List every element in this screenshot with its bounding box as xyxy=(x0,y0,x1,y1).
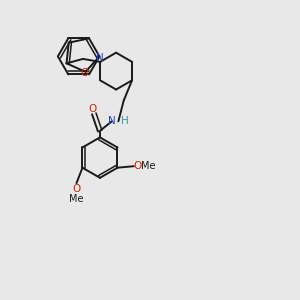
Text: Me: Me xyxy=(141,160,156,171)
Text: N: N xyxy=(96,53,104,63)
Text: Me: Me xyxy=(69,194,84,204)
Text: O: O xyxy=(134,160,142,171)
Text: O: O xyxy=(72,184,81,194)
Text: H: H xyxy=(121,116,129,126)
Text: O: O xyxy=(88,104,97,114)
Text: O: O xyxy=(80,68,88,78)
Text: N: N xyxy=(108,116,116,126)
